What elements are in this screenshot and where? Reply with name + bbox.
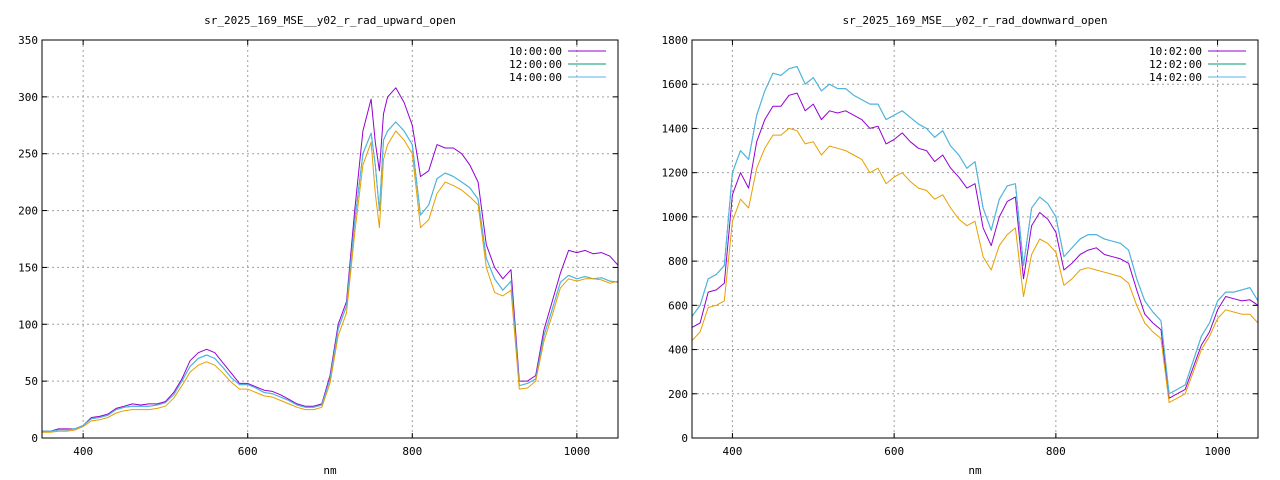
y-tick-label: 1800 <box>662 34 689 47</box>
legend-label: 10:02:00 <box>1149 45 1202 58</box>
x-tick-label: 800 <box>402 445 422 458</box>
y-tick-label: 1400 <box>662 122 689 135</box>
y-tick-label: 1600 <box>662 78 689 91</box>
y-tick-label: 400 <box>668 344 688 357</box>
series-line-4 <box>691 127 1259 404</box>
y-tick-label: 1000 <box>662 211 689 224</box>
x-tick-label: 800 <box>1046 445 1066 458</box>
series-line-2 <box>691 66 1259 395</box>
legend-label: 10:00:00 <box>509 45 562 58</box>
y-tick-label: 200 <box>668 388 688 401</box>
y-tick-label: 350 <box>18 34 38 47</box>
y-tick-label: 150 <box>18 261 38 274</box>
x-tick-label: 400 <box>73 445 93 458</box>
y-tick-label: 200 <box>18 205 38 218</box>
chart-title: sr_2025_169_MSE__y02_r_rad_upward_open <box>204 14 456 27</box>
chart-2: sr_2025_169_MSE__y02_r_rad_downward_open… <box>662 14 1259 477</box>
chart-title: sr_2025_169_MSE__y02_r_rad_downward_open <box>843 14 1108 27</box>
y-tick-label: 0 <box>31 432 38 445</box>
x-tick-label: 600 <box>238 445 258 458</box>
y-tick-label: 300 <box>18 91 38 104</box>
series-line-3 <box>691 66 1259 395</box>
series-line-4 <box>42 130 619 433</box>
legend-label: 12:00:00 <box>509 58 562 71</box>
x-tick-label: 400 <box>722 445 742 458</box>
y-tick-label: 250 <box>18 148 38 161</box>
chart-1: sr_2025_169_MSE__y02_r_rad_upward_open 0 5… <box>18 14 619 477</box>
y-tick-label: 0 <box>681 432 688 445</box>
y-tick-label: 1200 <box>662 167 689 180</box>
x-tick-label: 600 <box>884 445 904 458</box>
x-tick-label: 1000 <box>1204 445 1231 458</box>
y-tick-label: 50 <box>25 375 38 388</box>
x-tick-label: 1000 <box>564 445 591 458</box>
x-axis-label: nm <box>968 464 982 477</box>
series-line-1 <box>691 92 1259 399</box>
y-tick-label: 800 <box>668 255 688 268</box>
legend-label: 14:00:00 <box>509 71 562 84</box>
plot-frame <box>41 39 619 439</box>
legend-label: 14:02:00 <box>1149 71 1202 84</box>
y-tick-label: 600 <box>668 299 688 312</box>
plot-frame <box>691 39 1259 439</box>
legend-label: 12:02:00 <box>1149 58 1202 71</box>
y-tick-label: 100 <box>18 318 38 331</box>
x-axis-label: nm <box>323 464 337 477</box>
